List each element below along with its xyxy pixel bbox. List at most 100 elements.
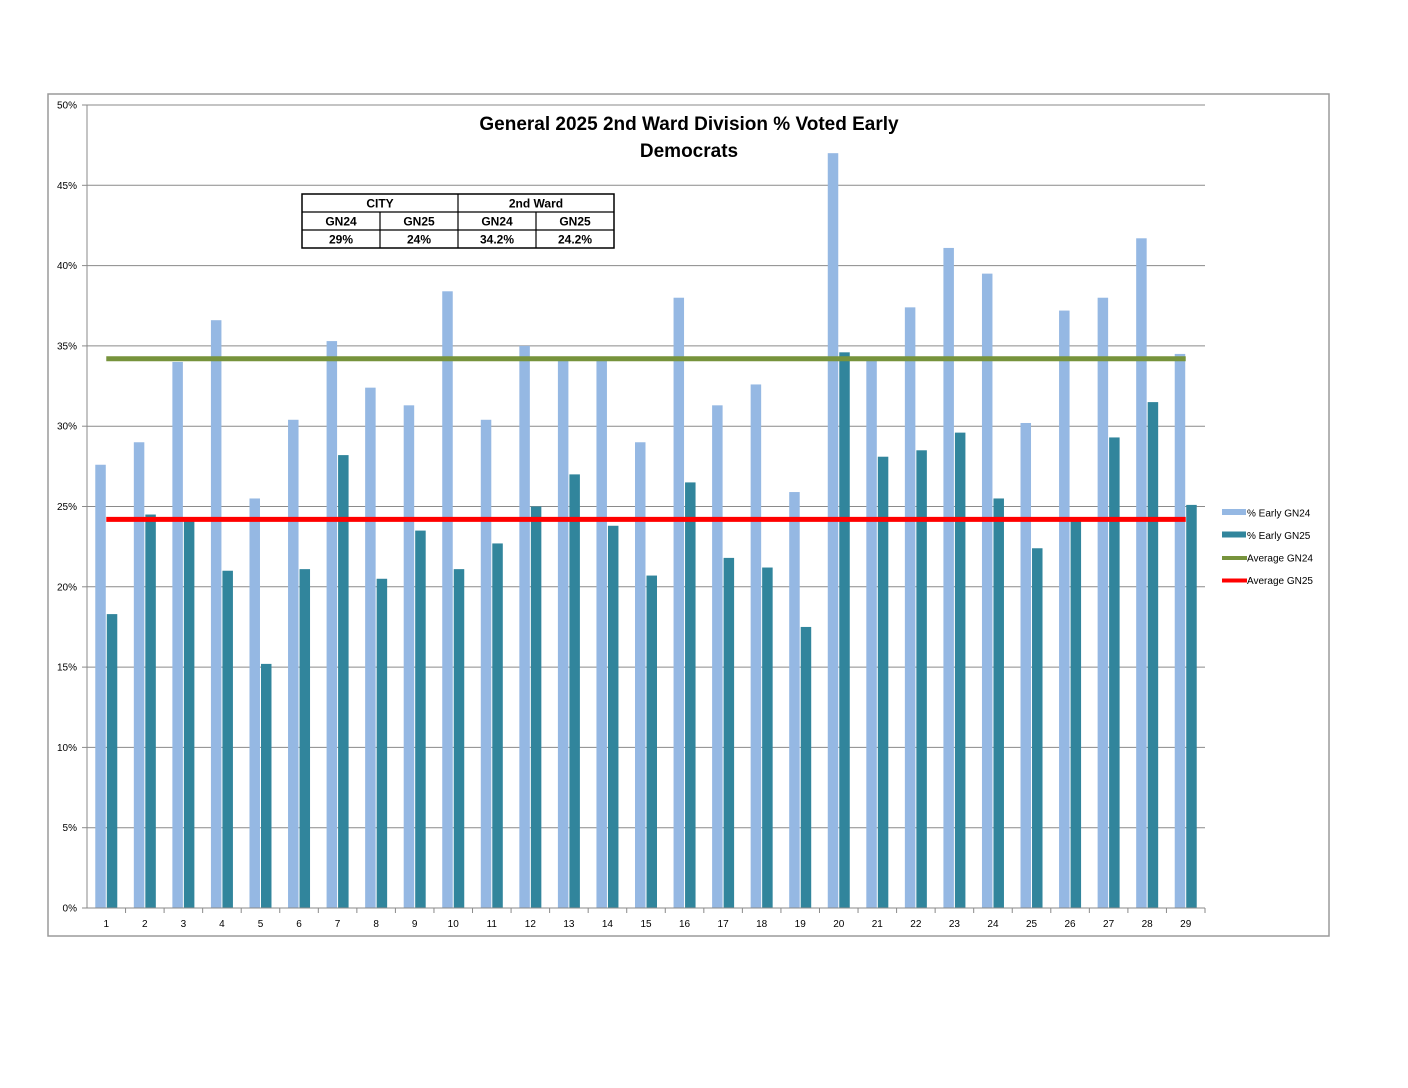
- bar-early-gn24: [789, 492, 800, 908]
- x-tick-label: 19: [795, 919, 807, 930]
- bar-early-gn25: [492, 543, 503, 908]
- y-tick-label: 0%: [63, 904, 78, 915]
- y-tick-label: 45%: [57, 181, 77, 192]
- bar-early-gn25: [338, 455, 349, 908]
- bar-early-gn24: [635, 442, 646, 908]
- bar-early-gn25: [1070, 519, 1082, 908]
- bar-early-gn24: [1020, 422, 1032, 908]
- bar-early-gn25: [376, 578, 388, 908]
- bar-early-gn25: [145, 514, 156, 908]
- bar-early-gn24: [480, 419, 492, 908]
- x-tick-label: 11: [487, 919, 498, 930]
- bar-early-gn24: [365, 387, 376, 908]
- table-cell: 24%: [407, 233, 431, 247]
- bar-early-gn25: [762, 567, 773, 908]
- bar-early-gn25: [877, 456, 889, 908]
- bar-early-gn24: [866, 358, 877, 908]
- gridlines: [87, 104, 1205, 829]
- bar-early-gn24: [1174, 353, 1186, 908]
- bar-early-gn24: [981, 273, 993, 908]
- bar-early-gn25: [607, 525, 619, 908]
- x-tick-label: 1: [103, 919, 109, 930]
- legend-label: % Early GN24: [1247, 509, 1311, 520]
- x-tick-label: 20: [833, 919, 845, 930]
- table-column-header: GN25: [403, 215, 435, 229]
- x-tick-label: 7: [335, 919, 341, 930]
- x-tick-label: 6: [296, 919, 302, 930]
- y-tick-label: 15%: [57, 663, 77, 674]
- table-cell: 29%: [329, 233, 353, 247]
- reference-lines: [106, 356, 1186, 522]
- bar-early-gn25: [260, 663, 272, 908]
- bar-early-gn25: [839, 352, 850, 909]
- bar-early-gn24: [403, 405, 415, 908]
- legend: % Early GN24 % Early GN25 Average GN24 Aver…: [1222, 509, 1313, 587]
- x-tick-label: 18: [756, 919, 768, 930]
- bar-early-gn25: [569, 474, 580, 908]
- bar-early-gn25: [723, 557, 735, 908]
- x-tick-label: 22: [910, 919, 922, 930]
- x-tick-label: 13: [563, 919, 575, 930]
- bar-early-gn24: [288, 419, 299, 908]
- x-tick-label: 17: [718, 919, 730, 930]
- y-tick-label: 30%: [57, 422, 77, 433]
- x-tick-label: 16: [679, 919, 691, 930]
- bar-early-gn25: [222, 570, 233, 908]
- bar-early-gn25: [106, 614, 118, 908]
- table-cell: 24.2%: [558, 233, 592, 247]
- bar-early-gn25: [1032, 548, 1043, 908]
- y-tick-label: 5%: [63, 823, 78, 834]
- bar-early-gn25: [183, 519, 195, 908]
- bar-early-gn25: [646, 575, 657, 908]
- bar-early-gn24: [326, 341, 338, 908]
- table-column-header: GN24: [325, 215, 357, 229]
- bar-early-gn25: [685, 482, 696, 908]
- bar-early-gn25: [1186, 504, 1197, 908]
- y-tick-label: 20%: [57, 582, 77, 593]
- legend-label: % Early GN25: [1247, 531, 1311, 542]
- x-tick-label: 8: [373, 919, 379, 930]
- x-tick-label: 12: [525, 919, 537, 930]
- x-tick-label: 2: [142, 919, 148, 930]
- bar-early-gn25: [1109, 437, 1120, 908]
- x-tick-label: 29: [1180, 919, 1192, 930]
- bar-early-gn25: [993, 498, 1004, 908]
- bar-early-gn25: [954, 432, 966, 908]
- legend-swatch: [1222, 509, 1246, 515]
- bar-early-gn24: [904, 307, 916, 909]
- bar-early-gn24: [1136, 238, 1147, 909]
- bar-early-gn24: [557, 358, 569, 908]
- bar-early-gn25: [530, 506, 542, 908]
- legend-swatch: [1222, 531, 1246, 538]
- y-tick-label: 10%: [57, 743, 77, 754]
- x-tick-label: 4: [219, 919, 225, 930]
- bar-early-gn24: [249, 498, 260, 908]
- chart-title: General 2025 2nd Ward Division % Voted E…: [479, 114, 899, 135]
- x-tick-label: 28: [1142, 919, 1154, 930]
- x-tick-label: 24: [987, 919, 999, 930]
- x-tick-label: 5: [258, 919, 264, 930]
- x-tick-label: 9: [412, 919, 418, 930]
- y-tick-label: 40%: [57, 261, 77, 272]
- summary-table: CITY 2nd Ward GN24 GN25 GN24 GN25 29% 24% 34.2% 2…: [301, 193, 615, 249]
- bar-early-gn24: [1097, 297, 1109, 909]
- bar-early-gn24: [673, 297, 685, 909]
- axes: 0%5%10%15%20%25%30%35%40%45%50%1 2 3 4 5 6 7 8 9…: [57, 101, 1206, 930]
- y-tick-label: 50%: [57, 101, 77, 112]
- x-tick-label: 21: [872, 919, 884, 930]
- y-tick-label: 35%: [57, 341, 77, 352]
- bar-early-gn24: [133, 442, 145, 908]
- y-tick-label: 25%: [57, 502, 77, 513]
- bar-early-gn24: [943, 247, 954, 908]
- x-tick-label: 23: [949, 919, 961, 930]
- x-tick-label: 3: [181, 919, 187, 930]
- x-tick-label: 27: [1103, 919, 1115, 930]
- x-tick-label: 14: [602, 919, 614, 930]
- bar-early-gn25: [800, 626, 812, 908]
- table-group-header: CITY: [366, 197, 393, 211]
- bar-early-gn25: [1147, 402, 1159, 908]
- x-tick-label: 10: [448, 919, 460, 930]
- bar-early-gn24: [442, 291, 453, 908]
- bar-early-gn24: [210, 320, 222, 909]
